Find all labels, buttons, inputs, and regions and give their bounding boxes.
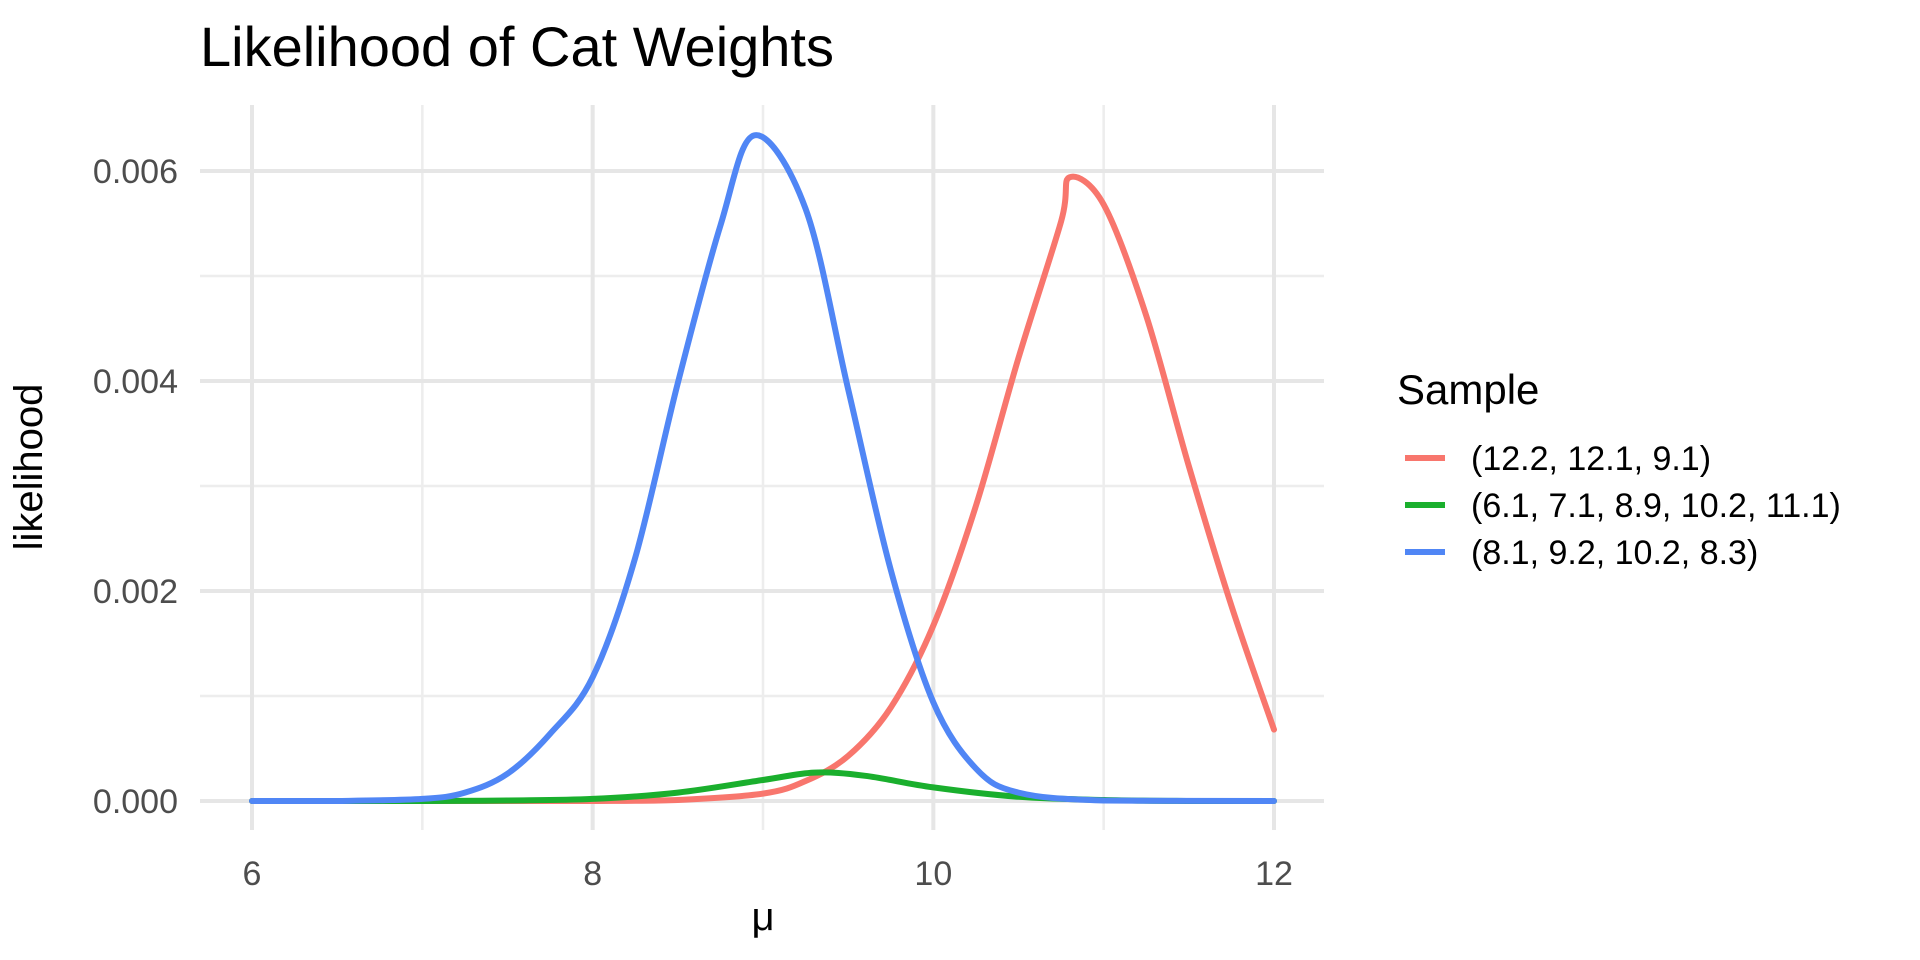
legend-label-1: (12.2, 12.1, 9.1): [1471, 440, 1711, 478]
x-axis-title: μ: [751, 895, 774, 939]
y-tick-label: 0.002: [93, 573, 178, 611]
chart-title: Likelihood of Cat Weights: [200, 15, 834, 78]
y-tick-label: 0.006: [93, 153, 178, 191]
series-line-3: [249, 132, 1277, 805]
legend-label-2: (6.1, 7.1, 8.9, 10.2, 11.1): [1471, 487, 1841, 525]
legend: Sample (12.2, 12.1, 9.1) (6.1, 7.1, 8.9, …: [1397, 366, 1841, 572]
y-tick-label: 0.000: [93, 783, 178, 821]
x-tick-label: 10: [914, 855, 952, 893]
x-axis-ticks: 6 8 10 12: [243, 855, 1293, 893]
series-lines: [249, 132, 1277, 805]
y-axis-title: likelihood: [7, 384, 51, 551]
x-tick-label: 12: [1255, 855, 1293, 893]
legend-label-3: (8.1, 9.2, 10.2, 8.3): [1471, 534, 1758, 572]
x-tick-label: 8: [583, 855, 602, 893]
y-axis-ticks: 0.000 0.002 0.004 0.006: [93, 153, 178, 821]
grid: [200, 105, 1324, 830]
legend-items: (12.2, 12.1, 9.1) (6.1, 7.1, 8.9, 10.2, 1…: [1405, 440, 1841, 572]
x-tick-label: 6: [243, 855, 262, 893]
y-tick-label: 0.004: [93, 363, 178, 401]
legend-title: Sample: [1397, 366, 1539, 413]
